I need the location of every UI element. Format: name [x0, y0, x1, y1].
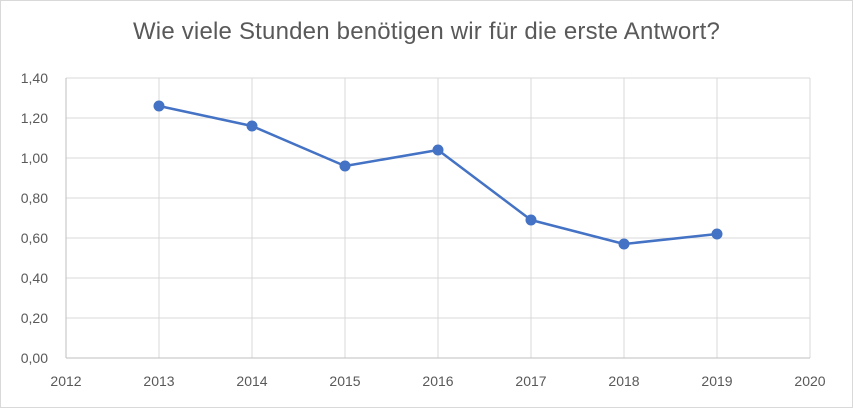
y-tick-label: 1,20: [21, 110, 48, 126]
gridlines: [66, 77, 811, 358]
x-tick-label: 2016: [422, 373, 453, 389]
x-tick-label: 2018: [608, 373, 639, 389]
data-series: [153, 100, 723, 250]
x-tick-label: 2015: [329, 373, 360, 389]
y-tick-label: 1,40: [21, 70, 48, 86]
data-point: [525, 214, 537, 226]
data-point: [618, 238, 630, 250]
data-point: [246, 120, 258, 132]
x-tick-label: 2017: [515, 373, 546, 389]
y-tick-label: 0,60: [21, 230, 48, 246]
x-tick-label: 2013: [143, 373, 174, 389]
y-tick-labels: 0,00 0,20 0,40 0,60 0,80 1,00 1,20 1,40: [21, 70, 48, 366]
data-point: [711, 228, 723, 240]
data-point: [432, 144, 444, 156]
y-tick-label: 0,20: [21, 310, 48, 326]
x-tick-label: 2019: [701, 373, 732, 389]
data-point: [339, 160, 351, 172]
x-tick-label: 2012: [50, 373, 81, 389]
y-tick-label: 0,80: [21, 190, 48, 206]
x-tick-label: 2014: [236, 373, 267, 389]
chart-title: Wie viele Stunden benötigen wir für die …: [132, 18, 721, 45]
x-tick-labels: 2012 2013 2014 2015 2016 2017 2018 2019 2020: [50, 373, 825, 389]
y-tick-label: 0,40: [21, 270, 48, 286]
axes: [65, 78, 810, 359]
y-tick-label: 1,00: [21, 150, 48, 166]
y-tick-label: 0,00: [21, 350, 48, 366]
x-tick-label: 2020: [794, 373, 825, 389]
data-point: [153, 100, 165, 112]
